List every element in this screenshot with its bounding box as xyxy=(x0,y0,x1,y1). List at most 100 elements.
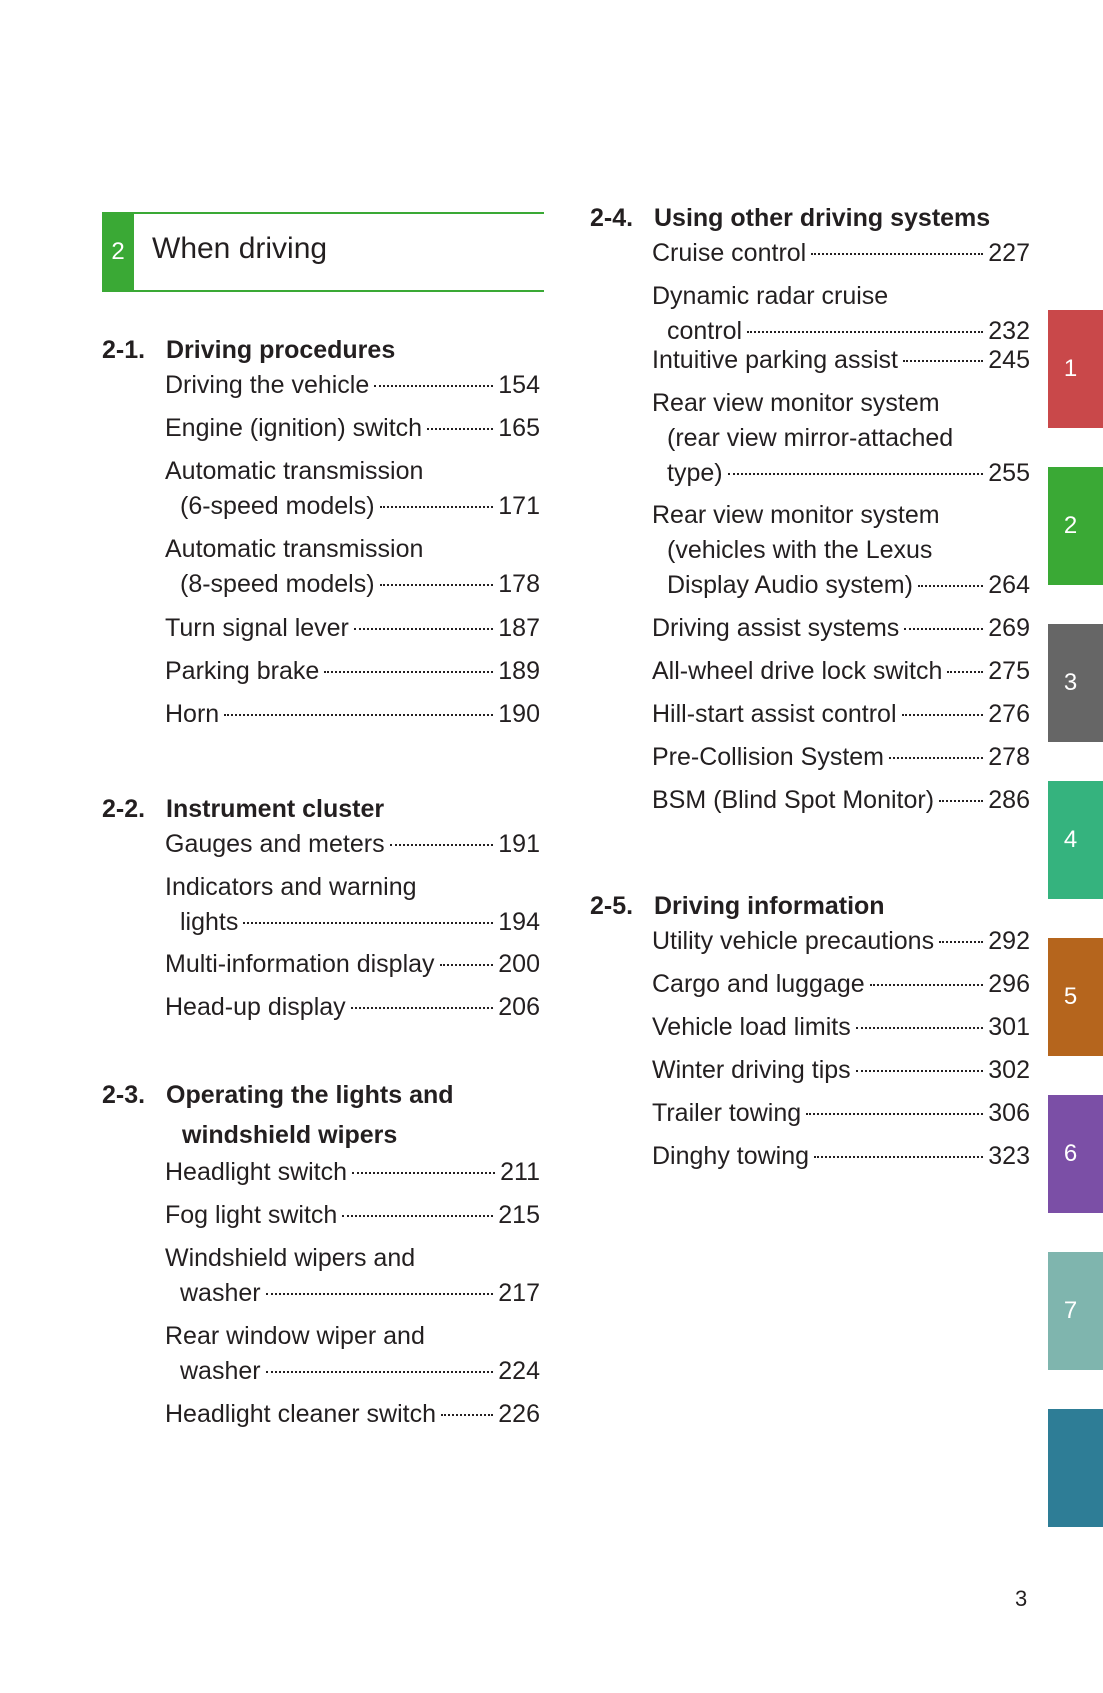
dot-leader xyxy=(265,1293,494,1295)
toc-entry[interactable]: Utility vehicle precautions 292 xyxy=(652,924,1030,959)
dot-leader xyxy=(939,941,984,943)
toc-entry[interactable]: Headlight cleaner switch 226 xyxy=(165,1397,540,1432)
section-number: 2-1. xyxy=(102,336,146,364)
toc-entry[interactable]: Automatic transmission (8-speed models) 17… xyxy=(165,532,540,602)
dot-leader xyxy=(439,964,494,966)
entry-title: Driving assist systems xyxy=(652,614,900,642)
dot-leader xyxy=(869,984,984,986)
page-reference: 226 xyxy=(498,1400,540,1428)
toc-entry[interactable]: Cargo and luggage 296 xyxy=(652,967,1030,1002)
entry-title: Pre-Collision System xyxy=(652,743,885,771)
toc-entry[interactable]: Head-up display 206 xyxy=(165,990,540,1025)
entry-title: Head-up display xyxy=(165,993,346,1021)
toc-entry[interactable]: Parking brake 189 xyxy=(165,654,540,689)
dot-leader xyxy=(427,428,494,430)
entry-title: (vehicles with the Lexus xyxy=(667,536,933,564)
entry-title: Indicators and warning xyxy=(165,873,417,901)
toc-entry[interactable]: BSM (Blind Spot Monitor) 286 xyxy=(652,783,1030,818)
page-reference: 276 xyxy=(988,700,1030,728)
chapter-tab[interactable]: 1 xyxy=(1048,310,1103,428)
toc-entry[interactable]: Indicators and warning lights 194 xyxy=(165,870,540,940)
chapter-tab[interactable]: 4 xyxy=(1048,781,1103,899)
chapter-tab[interactable]: 5 xyxy=(1048,938,1103,1056)
toc-entry[interactable]: Driving assist systems 269 xyxy=(652,611,1030,646)
section-heading: 2-3. Operating the lights and windshield w… xyxy=(102,1075,540,1155)
page-reference: 275 xyxy=(988,657,1030,685)
toc-entry[interactable]: Intuitive parking assist 245 xyxy=(652,343,1030,378)
entry-title: Headlight switch xyxy=(165,1158,348,1186)
entry-title: Cargo and luggage xyxy=(652,970,865,998)
entry-title: Intuitive parking assist xyxy=(652,346,898,374)
dot-leader xyxy=(814,1156,984,1158)
chapter-title: When driving xyxy=(152,232,328,265)
entry-title: (6-speed models) xyxy=(180,492,375,520)
toc-entry[interactable]: Rear view monitor system (rear view mirro… xyxy=(652,386,1030,491)
section-number: 2-2. xyxy=(102,795,146,823)
dot-leader xyxy=(352,1172,496,1174)
page-reference: 165 xyxy=(498,414,540,442)
page-reference: 302 xyxy=(988,1056,1030,1084)
entry-title: Utility vehicle precautions xyxy=(652,927,935,955)
toc-entry[interactable]: Gauges and meters 191 xyxy=(165,827,540,862)
toc-entry[interactable]: Winter driving tips 302 xyxy=(652,1053,1030,1088)
dot-leader xyxy=(855,1027,984,1029)
page-reference: 206 xyxy=(498,993,540,1021)
entry-title: Fog light switch xyxy=(165,1201,338,1229)
entry-title: Dynamic radar cruise xyxy=(652,282,889,310)
chapter-tab[interactable]: 2 xyxy=(1048,467,1103,585)
dot-leader xyxy=(374,385,494,387)
toc-entry[interactable]: Horn 190 xyxy=(165,697,540,732)
toc-entry[interactable]: Vehicle load limits 301 xyxy=(652,1010,1030,1045)
page-reference: 187 xyxy=(498,614,540,642)
entry-title: washer xyxy=(180,1279,261,1307)
toc-entry[interactable]: Engine (ignition) switch 165 xyxy=(165,411,540,446)
toc-entry[interactable]: Dinghy towing 323 xyxy=(652,1139,1030,1174)
dot-leader xyxy=(440,1414,494,1416)
toc-entry[interactable]: Driving the vehicle 154 xyxy=(165,368,540,403)
toc-entry[interactable]: Fog light switch 215 xyxy=(165,1198,540,1233)
toc-entry[interactable]: Rear view monitor system (vehicles with t… xyxy=(652,498,1030,603)
entry-title: Cruise control xyxy=(652,239,807,267)
toc-entry[interactable]: Automatic transmission (6-speed models) 17… xyxy=(165,454,540,524)
entry-title: Windshield wipers and xyxy=(165,1244,416,1272)
entry-title: Turn signal lever xyxy=(165,614,349,642)
toc-entry[interactable]: Windshield wipers and washer 217 xyxy=(165,1241,540,1311)
toc-entry[interactable]: Cruise control 227 xyxy=(652,236,1030,271)
chapter-tab[interactable]: 7 xyxy=(1048,1252,1103,1370)
entry-title: type) xyxy=(667,459,723,487)
dot-leader xyxy=(324,671,494,673)
section-number: 2-3. xyxy=(102,1081,146,1109)
entry-title: Parking brake xyxy=(165,657,320,685)
chapter-header: 2 When driving xyxy=(102,212,544,292)
section-number: 2-5. xyxy=(590,892,634,920)
entry-title: All-wheel drive lock switch xyxy=(652,657,943,685)
entry-title: Rear window wiper and xyxy=(165,1322,425,1350)
dot-leader xyxy=(901,714,984,716)
toc-entry[interactable]: Rear window wiper and washer 224 xyxy=(165,1319,540,1389)
dot-leader xyxy=(224,714,494,716)
toc-entry[interactable]: Turn signal lever 187 xyxy=(165,611,540,646)
page-reference: 227 xyxy=(988,239,1030,267)
entry-title: Rear view monitor system xyxy=(652,501,940,529)
toc-entry[interactable]: Dynamic radar cruise control 232 xyxy=(652,279,1030,349)
section-title: Operating the lights and xyxy=(166,1081,454,1109)
toc-entry[interactable]: Trailer towing 306 xyxy=(652,1096,1030,1131)
entry-title: Winter driving tips xyxy=(652,1056,851,1084)
page-reference: 200 xyxy=(498,950,540,978)
entry-title: washer xyxy=(180,1357,261,1385)
toc-entry[interactable]: Hill-start assist control 276 xyxy=(652,697,1030,732)
page-reference: 194 xyxy=(498,908,540,936)
dot-leader xyxy=(902,360,984,362)
section-heading: 2-5. Driving information xyxy=(590,886,1030,926)
dot-leader xyxy=(379,584,494,586)
toc-entry[interactable]: All-wheel drive lock switch 275 xyxy=(652,654,1030,689)
toc-entry[interactable]: Pre-Collision System 278 xyxy=(652,740,1030,775)
toc-entry[interactable]: Multi-information display 200 xyxy=(165,947,540,982)
toc-entry[interactable]: Headlight switch 211 xyxy=(165,1155,540,1190)
dot-leader xyxy=(727,473,984,475)
chapter-tab[interactable]: 6 xyxy=(1048,1095,1103,1213)
chapter-tab[interactable] xyxy=(1048,1409,1103,1527)
section-heading: 2-4. Using other driving systems xyxy=(590,198,1030,238)
page-reference: 269 xyxy=(988,614,1030,642)
chapter-tab[interactable]: 3 xyxy=(1048,624,1103,742)
